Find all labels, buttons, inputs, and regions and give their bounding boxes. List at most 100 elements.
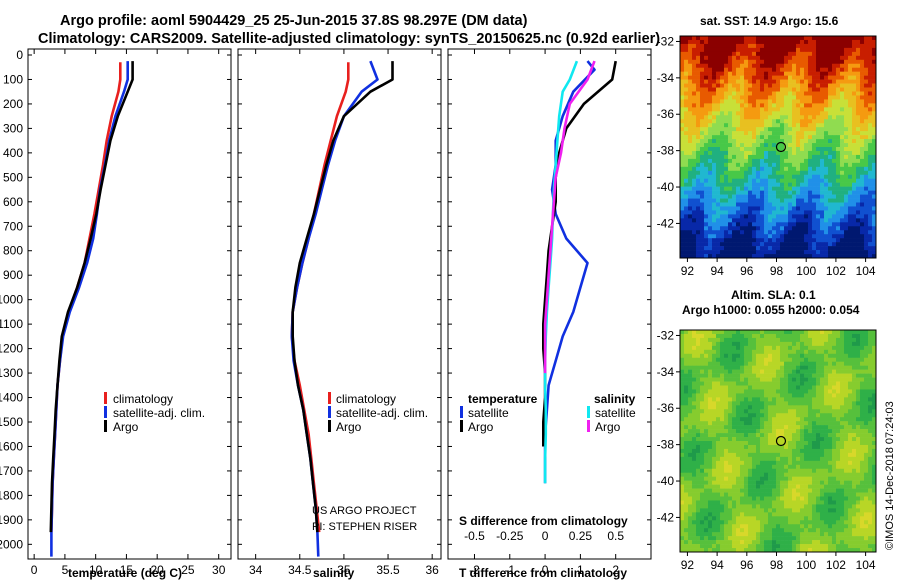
map-cell: [684, 341, 689, 347]
map-cell: [804, 226, 809, 231]
map-cell: [744, 393, 749, 398]
x-tick-label: 15: [120, 563, 134, 577]
map-cell: [868, 433, 873, 438]
map-cell: [860, 330, 865, 335]
map-cell: [768, 59, 773, 65]
map-cell: [836, 484, 841, 489]
map-cell: [728, 202, 733, 207]
map-cell: [748, 36, 753, 41]
map-cell: [692, 409, 697, 414]
map-cell: [760, 186, 765, 191]
map-cell: [796, 143, 801, 148]
map-cell: [764, 437, 769, 442]
map-cell: [748, 71, 753, 76]
map-cell: [784, 353, 789, 359]
map-cell: [848, 135, 853, 140]
map-cell: [688, 405, 693, 410]
map-cell: [820, 107, 825, 112]
map-cell: [792, 182, 797, 187]
map-cell: [804, 123, 809, 128]
map-cell: [800, 79, 805, 84]
map-cell: [776, 456, 781, 462]
map-cell: [700, 119, 705, 124]
map-cell: [852, 369, 857, 374]
map-cell: [872, 150, 877, 156]
map-cell: [720, 170, 725, 176]
map-cell: [784, 369, 789, 374]
map-cell: [796, 91, 801, 96]
map-cell: [688, 39, 693, 45]
map-cell: [808, 393, 813, 398]
map-cell: [692, 361, 697, 366]
map-cell: [712, 448, 717, 454]
map-cell: [864, 210, 869, 215]
map-cell: [840, 234, 845, 239]
map-cell: [836, 337, 841, 343]
map-cell: [728, 444, 733, 450]
map-cell: [744, 123, 749, 128]
map-cell: [836, 373, 841, 378]
map-cell: [836, 91, 841, 96]
map-cell: [852, 67, 857, 72]
map-cell: [740, 349, 745, 355]
map-cell: [784, 444, 789, 450]
map-cell: [860, 437, 865, 442]
map-cell: [740, 186, 745, 191]
map-cell: [764, 464, 769, 470]
map-cell: [860, 43, 865, 49]
map-cell: [740, 413, 745, 418]
map-cell: [836, 83, 841, 88]
map-cell: [740, 246, 745, 251]
map-cell: [868, 182, 873, 187]
map-cell: [824, 456, 829, 462]
map-cell: [732, 39, 737, 45]
map-cell: [680, 345, 685, 351]
map-cell: [728, 393, 733, 398]
map-cell: [700, 111, 705, 116]
map-cell: [848, 178, 853, 183]
map-cell: [716, 147, 721, 152]
map-cell: [796, 83, 801, 88]
map-cell: [832, 178, 837, 183]
map-cell: [692, 444, 697, 450]
map-cell: [800, 341, 805, 347]
map-cell: [700, 452, 705, 458]
map-cell: [720, 341, 725, 347]
map-cell: [772, 107, 777, 112]
map-cell: [860, 417, 865, 422]
map-cell: [712, 71, 717, 76]
map-cell: [796, 405, 801, 410]
map-cell: [696, 421, 701, 426]
map-cell: [868, 417, 873, 422]
map-cell: [776, 87, 781, 92]
map-cell: [780, 254, 785, 259]
map-cell: [808, 206, 813, 211]
map-cell: [828, 441, 833, 446]
map-cell: [872, 103, 877, 108]
map-cell: [800, 190, 805, 195]
map-cell: [748, 234, 753, 239]
map-cell: [768, 139, 773, 144]
map-cell: [780, 246, 785, 251]
map-cell: [860, 83, 865, 88]
map-cell: [832, 170, 837, 176]
map-cell: [708, 75, 713, 80]
map-cell: [860, 162, 865, 168]
map-cell: [812, 79, 817, 84]
map-cell: [680, 202, 685, 207]
map-cell: [684, 385, 689, 390]
map-cell: [708, 437, 713, 442]
map-cell: [772, 43, 777, 49]
map-cell: [728, 111, 733, 116]
map-cell: [868, 154, 873, 160]
map-cell: [816, 468, 821, 474]
map-cell: [760, 150, 765, 156]
map-cell: [740, 421, 745, 426]
map-cell: [868, 91, 873, 96]
map-cell: [764, 75, 769, 80]
map-cell: [852, 373, 857, 378]
map-cell: [840, 162, 845, 168]
map-cell: [748, 210, 753, 215]
map-cell: [748, 385, 753, 390]
map-cell: [752, 345, 757, 351]
